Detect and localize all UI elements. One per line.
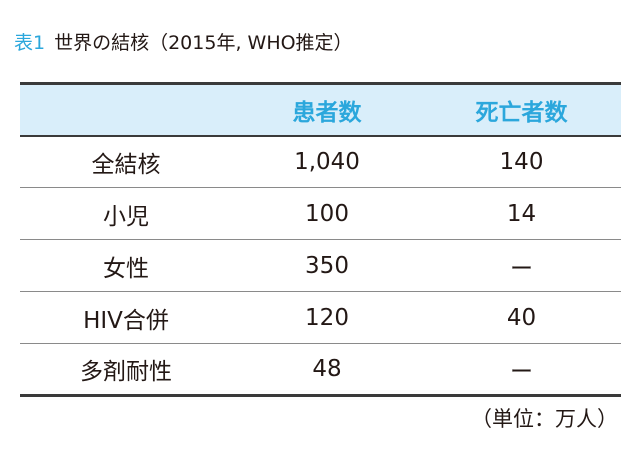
row-category: 小児 [103,203,149,230]
row-patients: 120 [305,304,349,331]
table-row: 女性 350 ー [20,240,621,292]
header-cell-patients: 患者数 [292,99,362,126]
table-row: 全結核 1,040 140 [20,136,621,188]
unit-note: （単位：万人） [471,407,618,431]
row-patients: 48 [312,356,342,382]
row-deaths: ー [510,255,533,282]
table-number: 表1 [14,32,46,54]
row-deaths: ー [510,359,533,385]
header-row: 患者数 死亡者数 [20,83,621,136]
table-row: HIV合併 120 40 [20,292,621,344]
tb-statistics-table: 患者数 死亡者数 全結核 1,040 140 小児 100 14 女性 350 … [20,82,621,397]
row-category: 多剤耐性 [80,359,172,385]
row-deaths: 140 [499,148,544,175]
row-category: 全結核 [91,151,161,178]
table-row: 多剤耐性 48 ー [20,344,621,396]
row-deaths: 14 [506,200,537,227]
header-cell-deaths: 死亡者数 [475,99,568,126]
table-title: 世界の結核（2015年, WHO推定） [54,32,353,54]
row-category: 女性 [103,255,149,282]
table-row: 小児 100 14 [20,188,621,240]
row-patients: 100 [305,200,349,227]
row-patients: 1,040 [294,148,360,175]
row-deaths: 40 [506,304,537,331]
row-category: HIV合併 [83,307,169,334]
table-caption: 表1 世界の結核（2015年, WHO推定） [14,30,353,56]
row-patients: 350 [305,252,349,279]
header-cell-category [20,84,232,136]
